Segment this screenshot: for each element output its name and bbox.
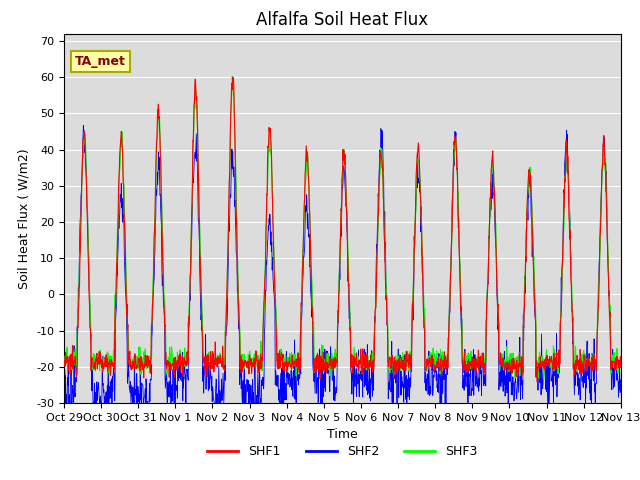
SHF3 [246, 362, 254, 368]
SHF2 [246, 396, 254, 401]
SHF1 [229, 74, 237, 80]
Line: SHF1: SHF1 [64, 77, 621, 382]
SHF3 [552, 357, 559, 362]
SHF1 [246, 362, 254, 368]
SHF1 [502, 360, 509, 366]
SHF1 [552, 355, 559, 361]
SHF3 [228, 73, 236, 79]
SHF3 [184, 359, 191, 365]
SHF1 [429, 361, 437, 367]
SHF3 [540, 376, 548, 382]
SHF3 [429, 345, 437, 351]
SHF1 [184, 361, 191, 367]
SHF1 [60, 361, 68, 367]
SHF2 [429, 385, 437, 391]
SHF2 [171, 369, 179, 374]
SHF3 [502, 365, 509, 371]
Title: Alfalfa Soil Heat Flux: Alfalfa Soil Heat Flux [257, 11, 428, 29]
Line: SHF3: SHF3 [64, 76, 621, 379]
SHF1 [533, 379, 541, 384]
SHF1 [170, 367, 178, 372]
SHF3 [60, 353, 68, 359]
Line: SHF2: SHF2 [64, 125, 621, 403]
Text: TA_met: TA_met [75, 55, 126, 68]
Y-axis label: Soil Heat Flux ( W/m2): Soil Heat Flux ( W/m2) [17, 148, 31, 288]
SHF2 [551, 358, 559, 364]
SHF1 [617, 353, 625, 359]
SHF2 [184, 377, 192, 383]
SHF2 [617, 377, 625, 383]
Legend: SHF1, SHF2, SHF3: SHF1, SHF2, SHF3 [202, 441, 483, 464]
X-axis label: Time: Time [327, 429, 358, 442]
SHF2 [60, 400, 68, 406]
SHF2 [502, 383, 509, 389]
SHF3 [170, 367, 178, 373]
SHF2 [79, 122, 87, 128]
SHF3 [617, 361, 625, 367]
